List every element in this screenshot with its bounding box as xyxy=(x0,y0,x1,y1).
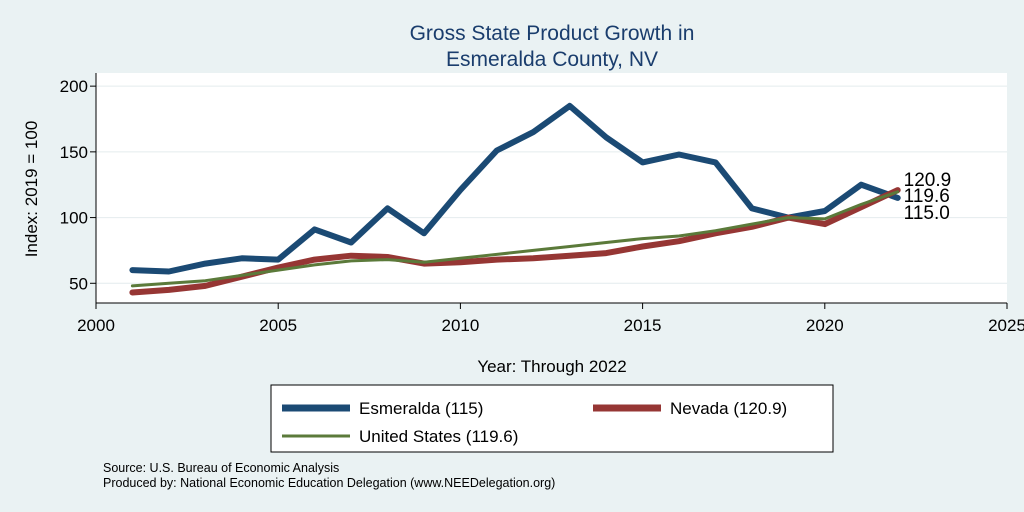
x-axis-label: Year: Through 2022 xyxy=(477,357,626,376)
legend-label-esmeralda: Esmeralda (115) xyxy=(359,399,483,418)
x-tick-label: 2025 xyxy=(988,316,1024,335)
legend-label-nevada: Nevada (120.9) xyxy=(670,399,787,418)
x-tick-label: 2005 xyxy=(259,316,297,335)
end-label-esmeralda: 115.0 xyxy=(904,203,950,224)
gridlines xyxy=(96,85,1007,284)
produced-by-note: Produced by: National Economic Education… xyxy=(103,476,555,490)
y-tick-label: 200 xyxy=(60,77,88,96)
x-ticks: 2000 2005 2010 2015 2020 2025 xyxy=(77,303,1024,335)
x-tick-label: 2000 xyxy=(77,316,115,335)
series-lines xyxy=(129,102,901,296)
x-tick-label: 2015 xyxy=(624,316,662,335)
y-axis-label: Index: 2019 = 100 xyxy=(22,121,41,258)
x-tick-label: 2010 xyxy=(441,316,479,335)
chart-title-line-2: Esmeralda County, NV xyxy=(446,48,658,71)
legend-box xyxy=(270,384,834,453)
y-tick-label: 100 xyxy=(60,209,88,228)
series-line-united-states xyxy=(130,190,900,288)
y-tick-label: 50 xyxy=(69,274,88,293)
legend-label-united-states: United States (119.6) xyxy=(359,427,518,446)
y-ticks: 50 100 150 200 xyxy=(60,77,96,293)
y-tick-label: 150 xyxy=(60,143,88,162)
end-label-nevada: 120.9 xyxy=(904,170,952,191)
end-label-united-states: 119.6 xyxy=(904,186,950,207)
series-line-esmeralda xyxy=(129,102,901,275)
source-note: Source: U.S. Bureau of Economic Analysis xyxy=(103,461,339,475)
chart-title-line-1: Gross State Product Growth in xyxy=(410,22,695,45)
x-tick-label: 2020 xyxy=(806,316,844,335)
